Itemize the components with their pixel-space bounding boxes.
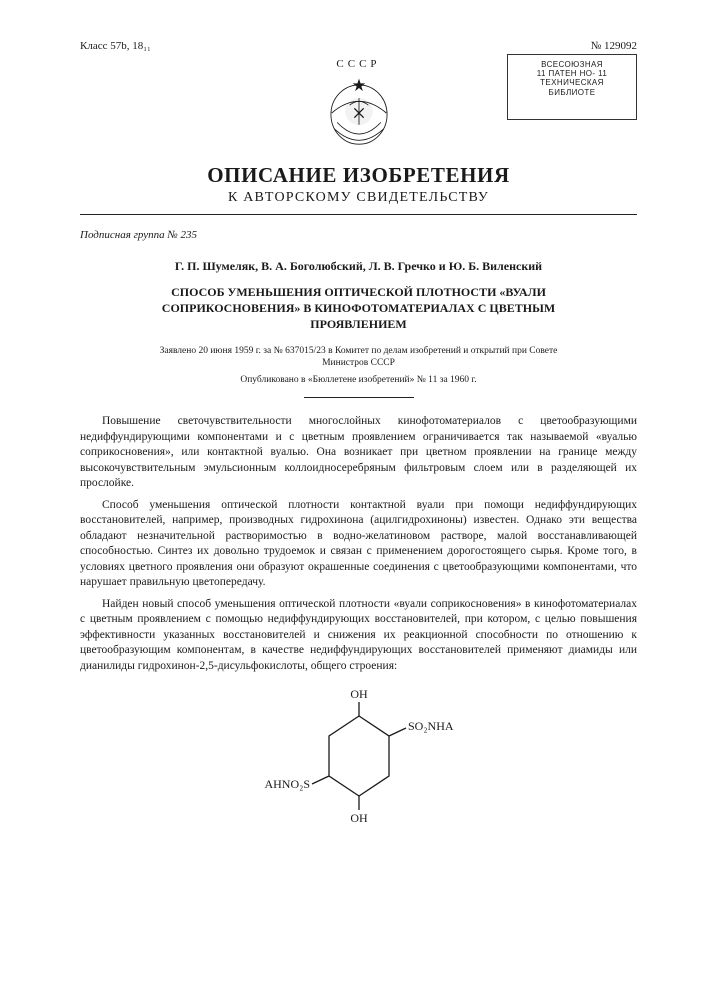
filing-info: Заявлено 20 июня 1959 г. за № 637015/23 …	[139, 345, 579, 371]
library-stamp: ВСЕСОЮЗНАЯ 11 ПАТЕН НО- 11 ТЕХНИЧЕСКАЯ Б…	[507, 54, 637, 120]
title-rule	[80, 214, 637, 215]
stamp-line-4: БИБЛИОТЕ	[537, 88, 607, 97]
authors: Г. П. Шумеляк, В. А. Боголюбский, Л. В. …	[80, 259, 637, 274]
formula-label-bottom: OH	[350, 811, 368, 825]
publication-info: Опубликовано в «Бюллетене изобретений» №…	[139, 374, 579, 387]
stamp-line-1: ВСЕСОЮЗНАЯ	[537, 60, 607, 69]
formula-label-top: OH	[350, 687, 368, 701]
paragraph-2: Способ уменьшения оптической плотности к…	[80, 498, 637, 591]
sub-title: К АВТОРСКОМУ СВИДЕТЕЛЬСТВУ	[80, 190, 637, 206]
formula-label-left: AHNO₂S	[264, 777, 310, 791]
formula-svg: OH OH SO₂NHA AHNO₂S	[244, 686, 474, 826]
formula-label-right: SO₂NHA	[408, 719, 454, 733]
separator-rule	[304, 397, 414, 398]
paragraph-3: Найден новый способ уменьшения оптическо…	[80, 597, 637, 675]
main-title: ОПИСАНИЕ ИЗОБРЕТЕНИЯ	[80, 163, 637, 188]
doc-number: № 129092	[591, 40, 637, 52]
header-top-line: Класс 57b, 18₁₁ № 129092	[80, 40, 637, 52]
chemical-formula: OH OH SO₂NHA AHNO₂S	[80, 686, 637, 831]
ussr-label: СССР	[336, 58, 380, 70]
body-text: Повышение светочувствительности многосло…	[80, 414, 637, 674]
ussr-row: СССР ВСЕСОЮЗНАЯ 11 ПАТЕН НО- 11 ТЕХНИЧЕС…	[80, 58, 637, 70]
paragraph-1: Повышение светочувствительности многосло…	[80, 414, 637, 492]
subscription-group: Подписная группа № 235	[80, 229, 637, 241]
class-line: Класс 57b, 18₁₁	[80, 40, 151, 52]
invention-title: СПОСОБ УМЕНЬШЕНИЯ ОПТИЧЕСКОЙ ПЛОТНОСТИ «…	[139, 284, 579, 333]
page: Класс 57b, 18₁₁ № 129092 СССР ВСЕСОЮЗНАЯ…	[0, 0, 707, 1000]
stamp-line-3: ТЕХНИЧЕСКАЯ	[537, 78, 607, 87]
stamp-line-2: 11 ПАТЕН НО- 11	[537, 69, 607, 78]
emblem-icon	[320, 74, 398, 152]
